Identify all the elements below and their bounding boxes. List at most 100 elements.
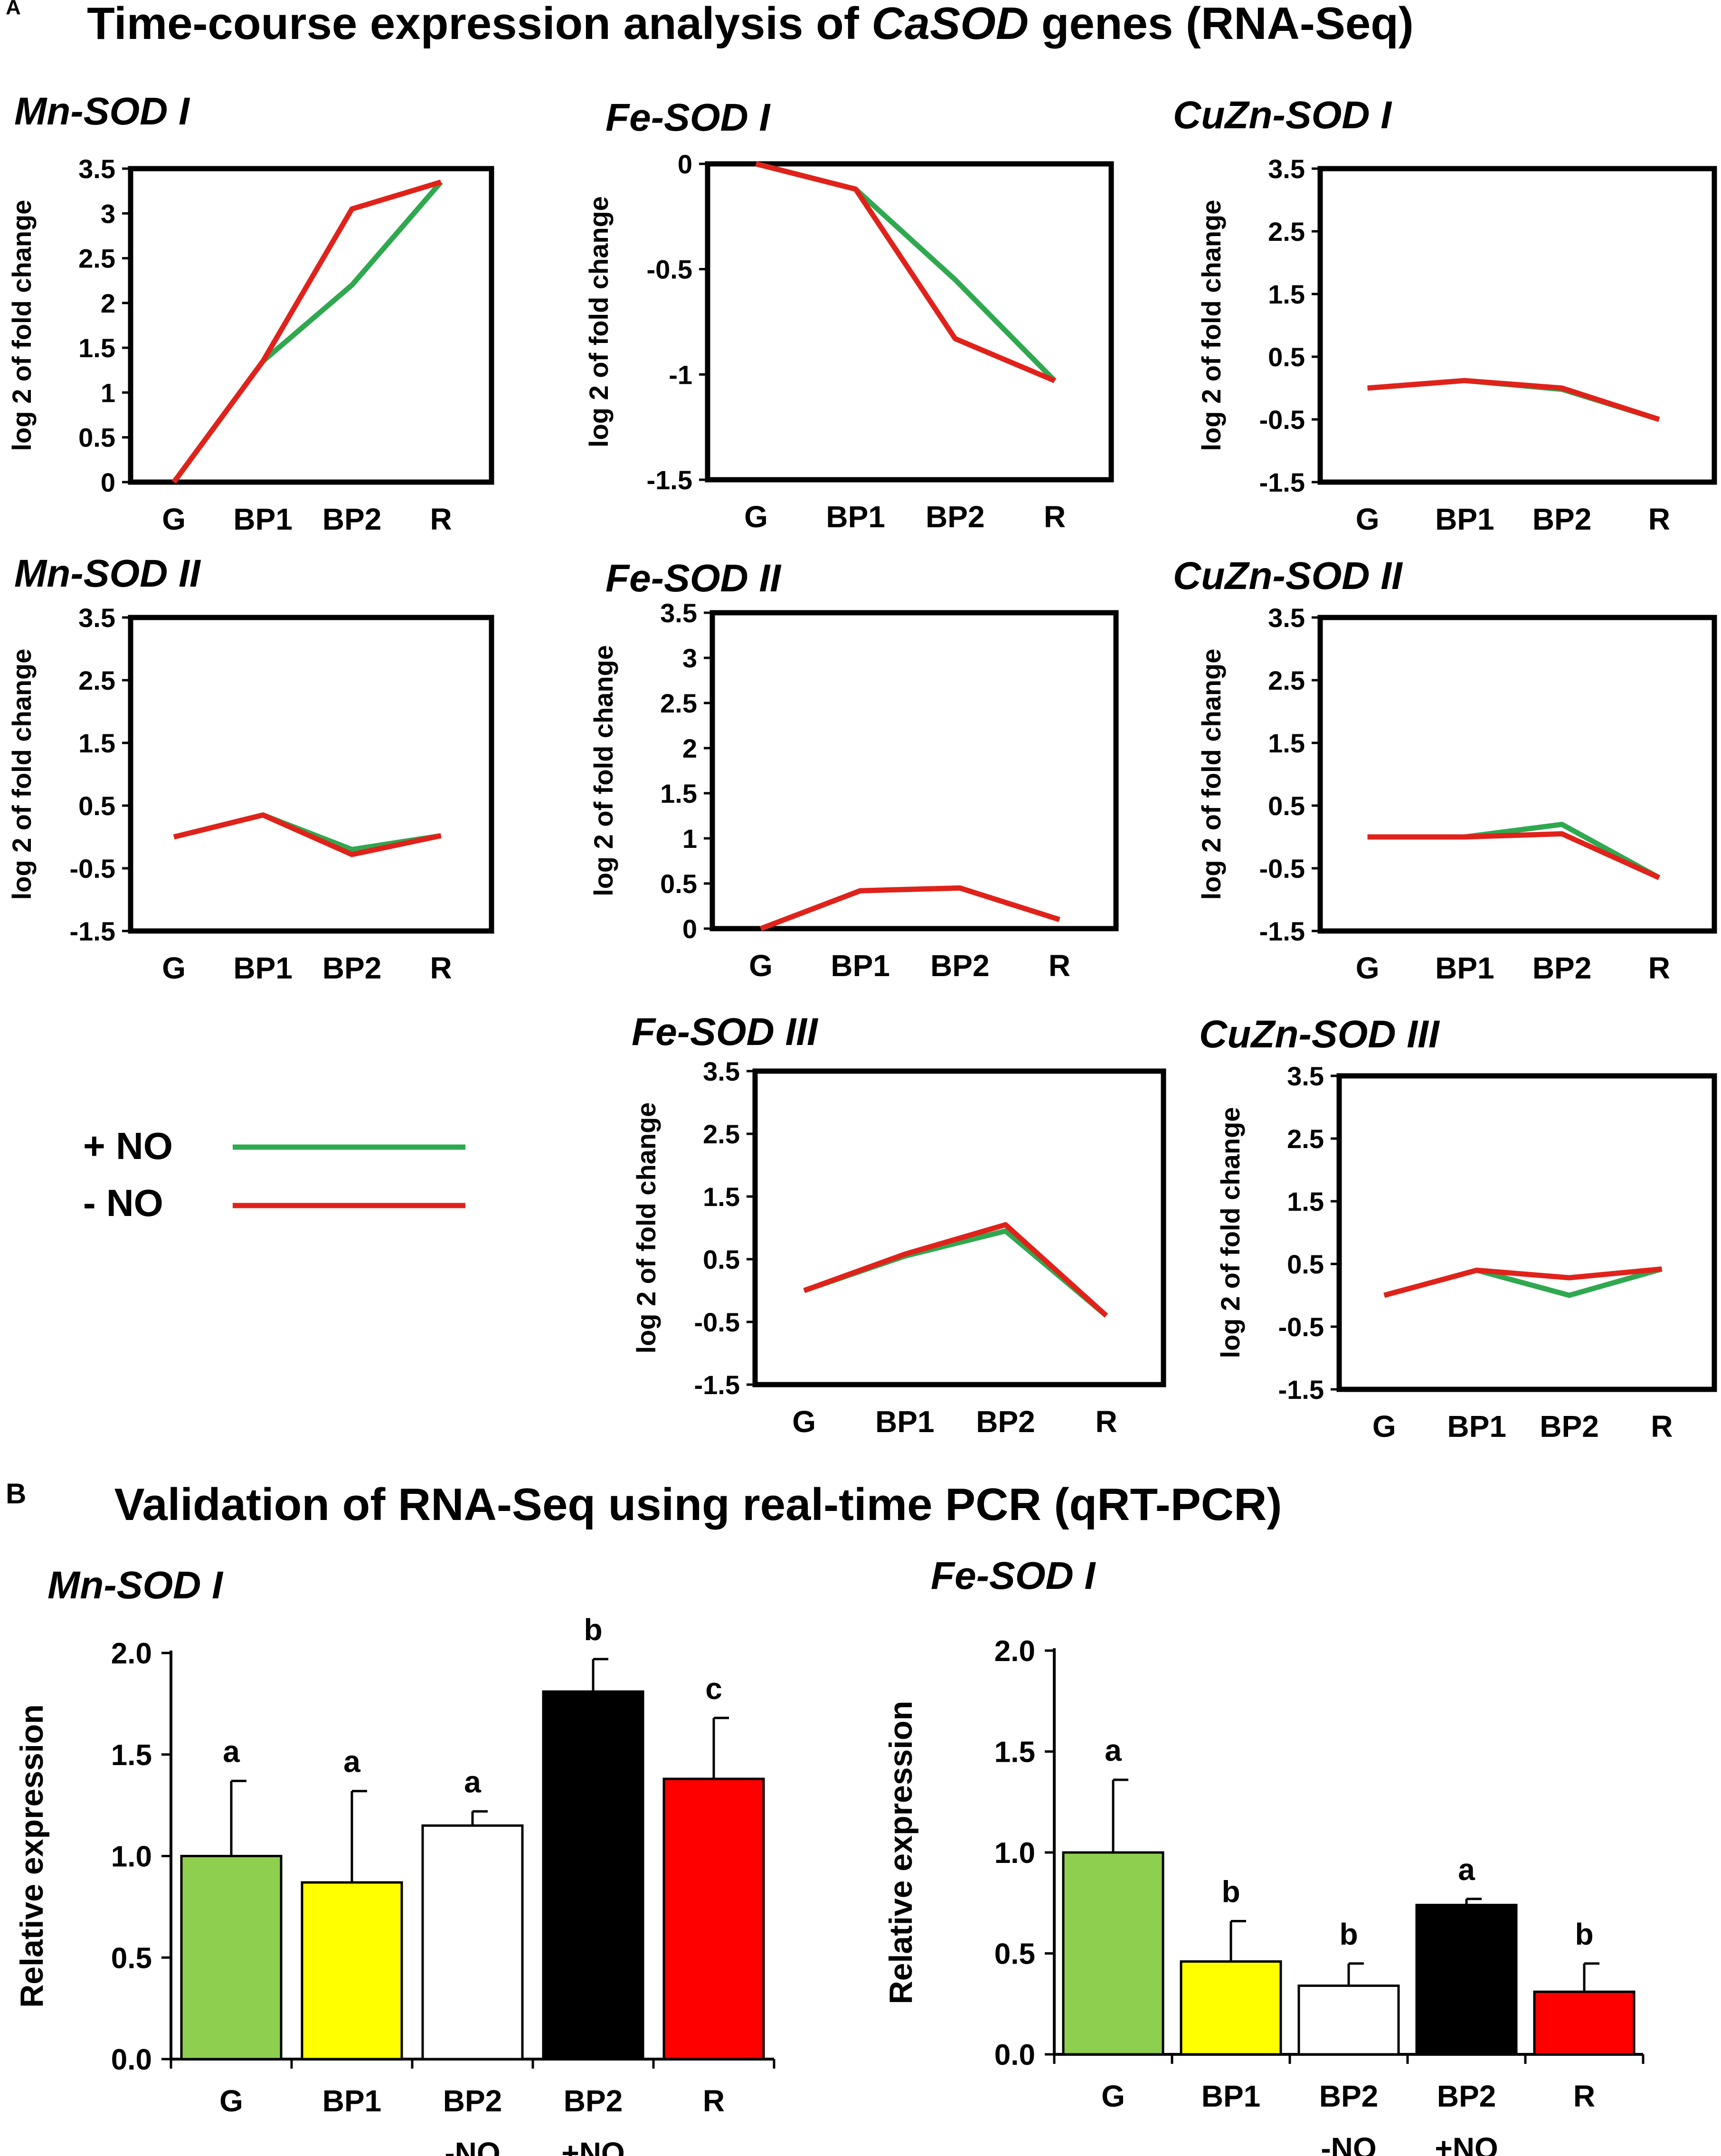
chart-title: Fe-SOD I (931, 1554, 1096, 1597)
y-tick-label: -1.5 (647, 465, 693, 495)
y-tick-label: 1.5 (1287, 1187, 1324, 1216)
x-tick-label: BP2 (322, 502, 382, 536)
bar (1297, 1985, 1400, 2056)
x-tick-label: BP1 (1435, 951, 1494, 985)
x-tick-label: BP2 (930, 949, 990, 983)
y-tick-label: 2 (101, 288, 115, 318)
series-line-minus-no (171, 180, 442, 484)
x-tick-label: G (749, 949, 773, 983)
plot-frame (128, 166, 494, 485)
bar (662, 1777, 765, 2061)
y-tick-label: 0.0 (994, 2039, 1035, 2071)
significance-letter: b (1221, 1875, 1240, 1909)
plot-frame (705, 161, 1114, 483)
y-tick-label: 1.5 (703, 1182, 740, 1212)
y-tick-label: 3.5 (1287, 1061, 1324, 1091)
x-tick-label: G (1101, 2079, 1125, 2113)
y-tick-label: 3.5 (660, 598, 697, 628)
x-tick-label: BP1 (233, 951, 293, 985)
panel-a-letter: A (6, 0, 21, 19)
significance-letter: b (1339, 1917, 1358, 1951)
x-tick-label: +NO (561, 2136, 624, 2156)
plot-frame (1317, 615, 1717, 934)
y-tick-label: 0.0 (111, 2043, 152, 2076)
chart-title: CuZn-SOD III (1199, 1013, 1440, 1056)
x-tick-label: BP2 (1437, 2079, 1496, 2113)
legend: + NO - NO (83, 1125, 465, 1224)
y-tick-label: 0 (678, 149, 692, 179)
x-tick-label: +NO (1435, 2131, 1498, 2156)
y-tick-label: 2.5 (1268, 217, 1305, 247)
chart-title: Mn-SOD II (14, 552, 201, 595)
plot-frame (128, 615, 494, 934)
y-tick-label: 3.5 (1268, 154, 1305, 184)
y-tick-label: -1.5 (1278, 1375, 1324, 1405)
series-line-minus-no (1367, 378, 1660, 422)
x-tick-label: BP1 (1201, 2079, 1261, 2113)
x-tick-label: R (1648, 951, 1670, 985)
panel-a-title-suffix: genes (RNA-Seq) (1029, 0, 1414, 49)
y-tick-label: -1.5 (1259, 467, 1305, 497)
panel-b-title: Validation of RNA-Seq using real-time PC… (114, 1479, 1282, 1530)
bar-chart: Fe-SOD I 0.0 0.5 1.0 1.5 2.0 Relative expressi… (883, 1554, 1645, 2156)
line-chart: CuZn-SOD III -1.5 -0.5 0.5 1.5 2.5 3.5 G BP1 BP2 R… (1199, 1013, 1717, 1444)
plot-frame (709, 610, 1119, 931)
line-chart: CuZn-SOD I -1.5 -0.5 0.5 1.5 2.5 3.5 G BP1 BP2 Rlo… (1173, 94, 1717, 536)
x-tick-label: R (430, 502, 452, 536)
bar (542, 1690, 644, 2061)
y-axis-label: log 2 of fold change (631, 1102, 661, 1354)
y-tick-label: 0 (682, 914, 697, 944)
y-tick-label: -0.5 (647, 255, 693, 285)
bar (180, 1855, 283, 2061)
y-tick-label: 2.5 (78, 665, 115, 695)
x-tick-label: G (219, 2084, 243, 2118)
x-tick-label: BP2 (976, 1405, 1035, 1439)
x-tick-label: R (1573, 2079, 1595, 2113)
y-tick-label: 2.5 (703, 1119, 740, 1149)
y-tick-label: 2.5 (1287, 1124, 1324, 1154)
bar (1180, 1960, 1282, 2056)
legend-label-minus-no: - NO (83, 1182, 163, 1224)
y-axis-label: Relative expression (14, 1704, 50, 2008)
x-tick-label: BP2 (564, 2084, 623, 2118)
significance-letter: a (1458, 1852, 1475, 1887)
y-tick-label: 1.0 (111, 1841, 152, 1873)
x-tick-label: R (1095, 1405, 1117, 1439)
y-tick-label: 2.5 (78, 244, 115, 274)
x-tick-label: -NO (1321, 2131, 1376, 2156)
y-tick-label: 1 (101, 378, 115, 408)
legend-label-plus-no: + NO (83, 1125, 173, 1167)
plot-frame (1336, 1073, 1717, 1392)
panel-b-letter: B (6, 1478, 26, 1510)
series-line-plus-no (171, 180, 443, 484)
x-tick-label: G (162, 951, 186, 985)
y-tick-label: 1 (682, 824, 697, 854)
chart-title: Mn-SOD I (47, 1564, 224, 1607)
y-axis-label: log 2 of fold change (1196, 649, 1226, 900)
y-tick-label: -0.5 (70, 854, 116, 883)
x-tick-label: BP2 (322, 951, 382, 985)
y-tick-label: 2.5 (660, 688, 697, 718)
y-tick-label: 2.0 (994, 1635, 1035, 1668)
y-tick-label: 1.0 (994, 1837, 1035, 1870)
y-tick-label: -0.5 (1259, 854, 1305, 883)
x-tick-label: G (1372, 1409, 1396, 1444)
y-tick-label: 3.5 (703, 1056, 740, 1086)
x-tick-label: BP1 (1435, 502, 1494, 536)
x-tick-label: BP2 (1540, 1409, 1599, 1444)
line-chart: CuZn-SOD II -1.5 -0.5 0.5 1.5 2.5 3.5 G BP1 BP2 Rl… (1173, 554, 1717, 985)
series-line-minus-no (1383, 1266, 1662, 1298)
x-tick-label: BP1 (875, 1405, 935, 1439)
series-line-minus-no (760, 885, 1060, 931)
significance-letter: b (584, 1613, 602, 1647)
y-tick-label: 2.5 (1268, 665, 1305, 695)
chart-title: Fe-SOD II (605, 557, 782, 600)
significance-letter: c (705, 1672, 722, 1706)
x-tick-label: BP2 (926, 500, 985, 534)
significance-letter: a (1105, 1733, 1122, 1767)
y-tick-label: -1.5 (1259, 916, 1305, 946)
y-tick-label: 1.5 (111, 1739, 152, 1772)
panel-a-title-prefix: Time-course expression analysis of (87, 0, 871, 49)
y-tick-label: 0.5 (1287, 1249, 1324, 1279)
